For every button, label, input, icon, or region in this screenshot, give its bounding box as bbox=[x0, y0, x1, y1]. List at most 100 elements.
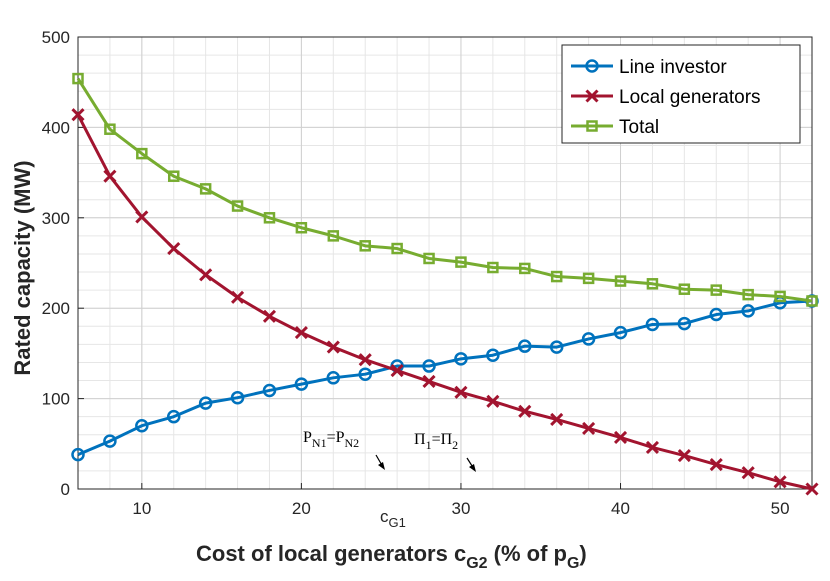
data-point-line-investor bbox=[709, 307, 724, 322]
ann-sub-n1: N1 bbox=[312, 436, 327, 450]
data-point-local-generators bbox=[550, 412, 564, 426]
data-point-total bbox=[231, 200, 244, 212]
data-point-line-investor bbox=[71, 447, 85, 462]
legend: Line investor Local generators Total bbox=[561, 44, 801, 144]
x-tick-label: 10 bbox=[132, 499, 151, 518]
data-point-local-generators bbox=[582, 421, 596, 435]
data-point-line-investor bbox=[422, 359, 436, 373]
data-point-local-generators bbox=[326, 340, 340, 354]
svg-text:PN1=PN2: PN1=PN2 bbox=[303, 429, 359, 450]
x-tick-label: 40 bbox=[611, 499, 630, 518]
y-axis: 0 100 200 300 400 500 bbox=[42, 28, 84, 499]
xlabel-sub-g2: G2 bbox=[466, 555, 487, 572]
data-point-total bbox=[72, 72, 84, 85]
ann-sub-g1: G1 bbox=[389, 515, 406, 530]
data-point-line-investor bbox=[326, 371, 341, 385]
xlabel-mid: (% of p bbox=[488, 541, 567, 566]
x-axis: 10 20 30 40 50 bbox=[132, 483, 790, 518]
data-point-local-generators bbox=[486, 394, 500, 408]
y-tick-label: 200 bbox=[42, 299, 70, 318]
annotation-cg1: cG1 bbox=[380, 507, 406, 530]
data-point-local-generators bbox=[454, 385, 468, 399]
legend-item-line-investor: Line investor bbox=[571, 57, 727, 78]
legend-label: Local generators bbox=[619, 87, 761, 108]
data-point-total bbox=[582, 272, 595, 285]
y-axis-title: Rated capacity (MW) bbox=[10, 160, 35, 375]
data-point-total bbox=[614, 275, 627, 287]
data-point-local-generators bbox=[805, 482, 819, 496]
data-point-local-generators bbox=[741, 466, 755, 480]
data-point-line-investor bbox=[645, 317, 660, 332]
legend-item-local-generators: Local generators bbox=[571, 87, 761, 108]
data-point-total bbox=[295, 221, 308, 234]
data-point-total bbox=[710, 284, 723, 296]
data-point-total bbox=[263, 212, 276, 224]
data-point-line-investor bbox=[198, 396, 213, 410]
data-point-local-generators bbox=[677, 448, 691, 463]
data-point-total bbox=[327, 230, 340, 242]
x-axis-title: Cost of local generators cG2 (% of pG) bbox=[196, 541, 587, 572]
data-point-local-generators bbox=[358, 353, 372, 367]
data-point-total bbox=[199, 183, 212, 195]
y-tick-label: 300 bbox=[42, 209, 70, 228]
ann-eq: = bbox=[327, 429, 336, 446]
series-local-generators bbox=[71, 108, 819, 496]
data-point-local-generators bbox=[135, 210, 149, 224]
data-point-local-generators bbox=[103, 169, 117, 183]
data-point-line-investor bbox=[549, 340, 564, 354]
data-point-total bbox=[519, 262, 531, 275]
ann-sub-1: 1 bbox=[426, 438, 432, 452]
data-point-local-generators bbox=[167, 241, 181, 256]
data-point-local-generators bbox=[231, 290, 245, 304]
legend-label: Total bbox=[619, 117, 659, 138]
annotation-arrowhead bbox=[469, 464, 476, 472]
ann-eq-2: = bbox=[432, 431, 441, 448]
data-point-local-generators bbox=[422, 374, 436, 388]
x-tick-label: 50 bbox=[771, 499, 790, 518]
ann-c-letter: c bbox=[380, 507, 389, 526]
ann-sub-n2: N2 bbox=[345, 436, 360, 450]
y-tick-label: 400 bbox=[42, 118, 70, 137]
svg-text:Π1=Π2: Π1=Π2 bbox=[414, 431, 458, 452]
annotation-p-n1-equals-p-n2: PN1=PN2 bbox=[303, 429, 385, 470]
legend-marker bbox=[586, 120, 598, 132]
x-tick-label: 20 bbox=[292, 499, 311, 518]
data-point-line-investor bbox=[262, 383, 277, 398]
data-point-line-investor bbox=[581, 332, 596, 346]
y-tick-label: 100 bbox=[42, 390, 70, 409]
series-group bbox=[71, 72, 819, 496]
legend-label: Line investor bbox=[619, 57, 727, 78]
data-point-line-investor bbox=[613, 325, 628, 340]
plot-area-frame bbox=[77, 36, 813, 490]
data-point-line-investor bbox=[677, 316, 692, 331]
series-line-investor bbox=[71, 294, 819, 462]
data-point-local-generators bbox=[294, 326, 308, 340]
data-point-line-investor bbox=[135, 418, 149, 433]
data-point-total bbox=[104, 123, 116, 135]
data-point-total bbox=[455, 256, 467, 268]
xlabel-sub-g: G bbox=[567, 555, 579, 572]
data-point-local-generators bbox=[199, 268, 213, 282]
y-tick-label: 0 bbox=[61, 480, 70, 499]
data-point-local-generators bbox=[709, 458, 723, 472]
annotation-pi1-equals-pi2: Π1=Π2 bbox=[414, 431, 476, 472]
data-point-local-generators bbox=[773, 475, 787, 489]
ann-sub-2: 2 bbox=[452, 438, 458, 452]
data-point-total bbox=[774, 290, 786, 303]
xlabel-end: ) bbox=[579, 541, 586, 566]
series-total bbox=[72, 72, 818, 307]
ann-pi-letter: Π bbox=[414, 431, 426, 448]
data-point-local-generators bbox=[518, 404, 532, 418]
data-point-total bbox=[550, 270, 563, 283]
y-tick-label: 500 bbox=[42, 28, 70, 47]
data-point-local-generators bbox=[613, 430, 628, 445]
xlabel-main: Cost of local generators c bbox=[196, 541, 466, 566]
data-point-local-generators bbox=[262, 309, 277, 323]
legend-marker bbox=[585, 59, 599, 73]
data-point-total bbox=[678, 283, 691, 295]
data-point-line-investor bbox=[358, 367, 372, 381]
ann-p-letter-2: P bbox=[336, 429, 345, 446]
data-point-line-investor bbox=[741, 304, 755, 318]
ann-p-letter: P bbox=[303, 429, 312, 446]
